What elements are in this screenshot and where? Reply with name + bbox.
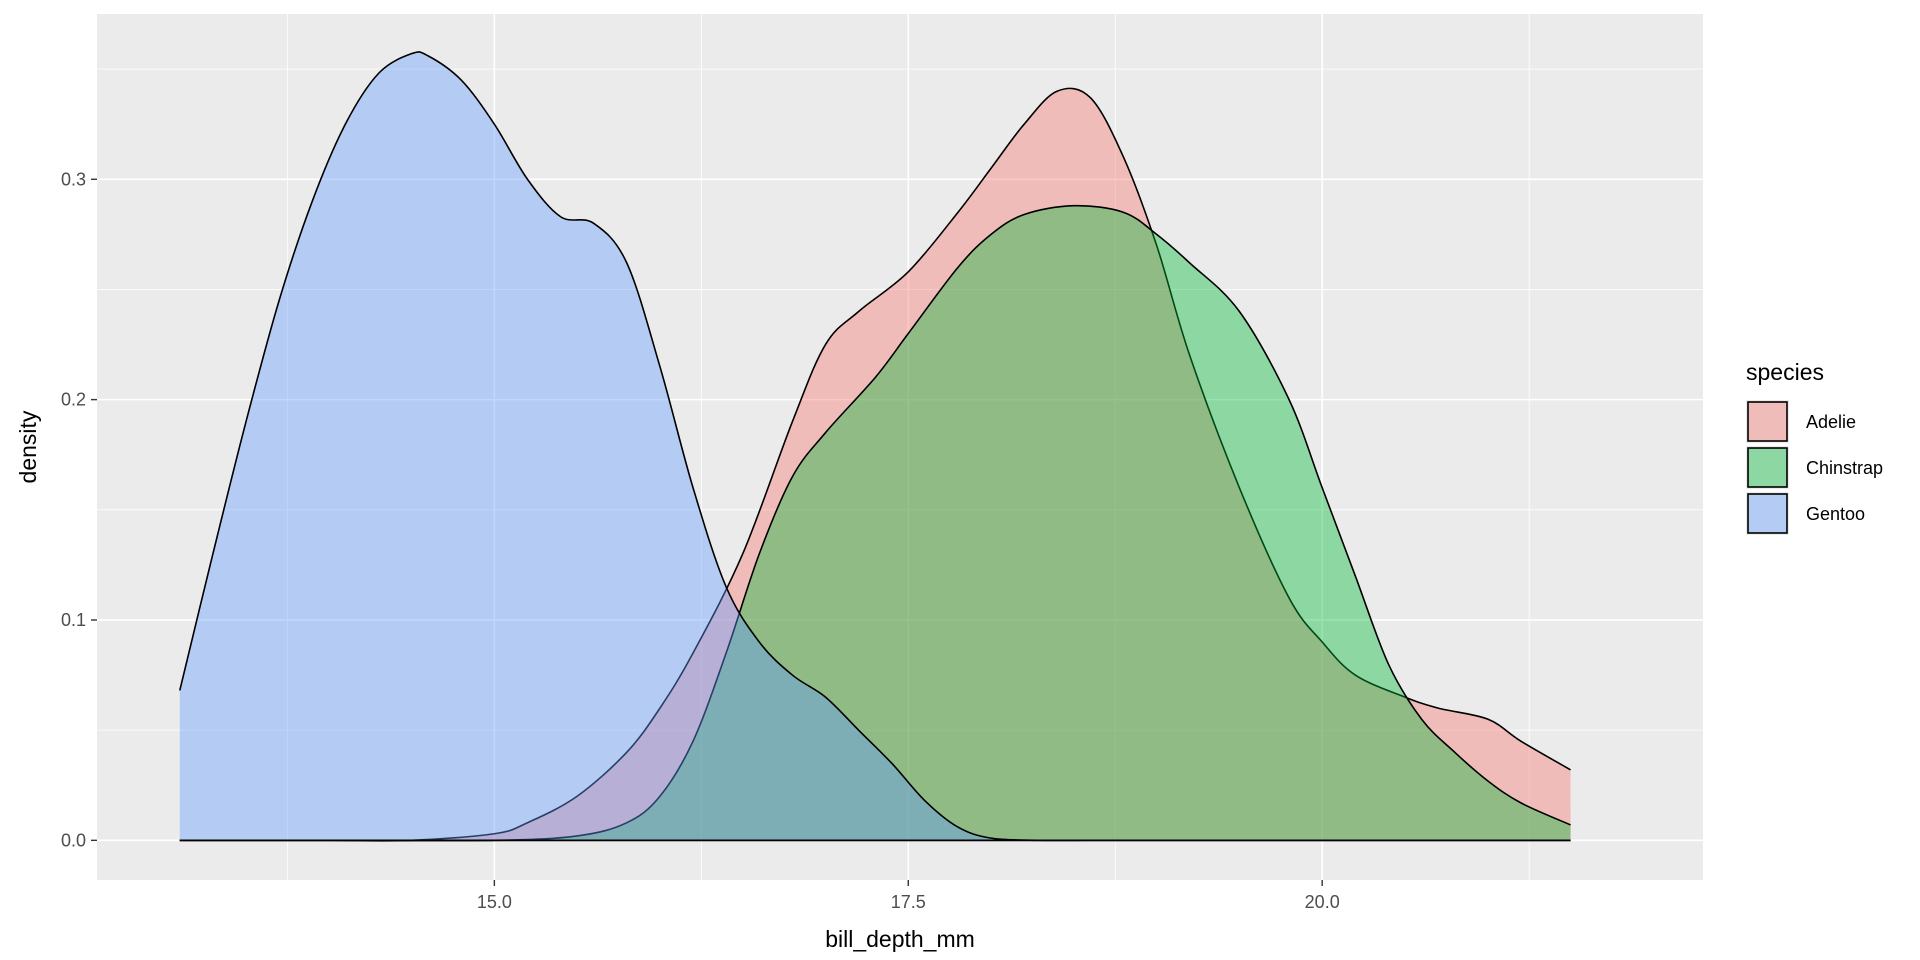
x-axis: 15.0 17.5 20.0 xyxy=(477,880,1340,912)
y-tick-label: 0.1 xyxy=(61,610,86,630)
minor-gridlines xyxy=(97,14,1703,880)
legend-swatch-gentoo xyxy=(1747,493,1788,534)
y-axis-title: density xyxy=(15,410,41,483)
density-curve-adelie xyxy=(179,87,1571,842)
x-tick-label: 17.5 xyxy=(891,892,926,912)
legend-label-gentoo: Gentoo xyxy=(1806,504,1865,524)
legend-swatch-chinstrap xyxy=(1747,447,1788,488)
legend-swatch-adelie xyxy=(1747,401,1788,442)
y-tick-label: 0.3 xyxy=(61,169,86,189)
y-axis: 0.0 0.1 0.2 0.3 xyxy=(61,169,97,850)
legend-label-adelie: Adelie xyxy=(1806,412,1856,432)
density-areas xyxy=(179,51,1571,842)
density-curve-chinstrap xyxy=(179,204,1571,842)
legend-label-chinstrap: Chinstrap xyxy=(1806,458,1883,478)
legend-key-bg-adelie xyxy=(1746,400,1789,443)
x-axis-title: bill_depth_mm xyxy=(825,926,975,952)
x-tick-label: 20.0 xyxy=(1305,892,1340,912)
density-area-gentoo xyxy=(179,51,1571,841)
y-tick-label: 0.2 xyxy=(61,390,86,410)
legend-key-bg-gentoo xyxy=(1746,492,1789,535)
density-area-adelie xyxy=(179,88,1571,841)
x-tick-label: 15.0 xyxy=(477,892,512,912)
plot-panel xyxy=(97,14,1703,880)
legend: species Adelie Chinstrap Gentoo xyxy=(1746,359,1883,535)
y-tick-label: 0.0 xyxy=(61,830,86,850)
legend-title: species xyxy=(1746,359,1824,385)
legend-key-bg-chinstrap xyxy=(1746,446,1789,489)
density-area-chinstrap xyxy=(179,205,1571,841)
